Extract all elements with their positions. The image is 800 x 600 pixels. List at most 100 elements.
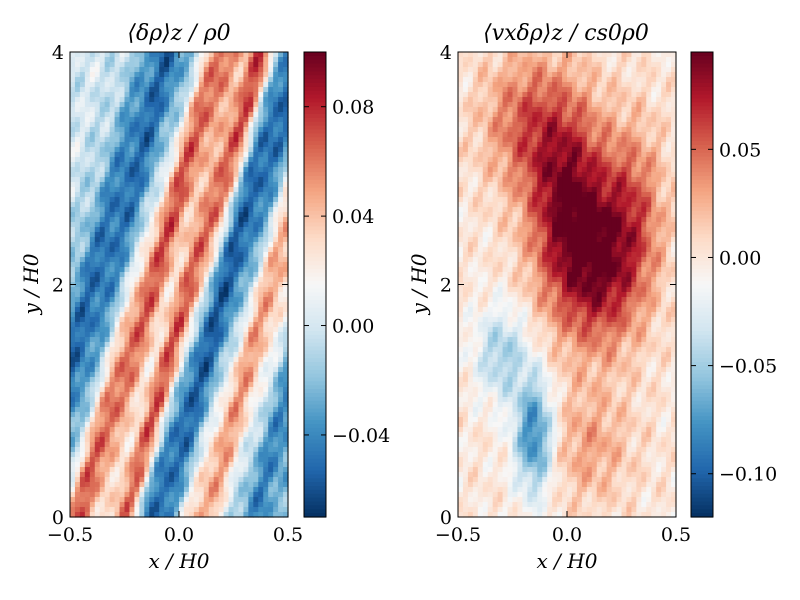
heatmap-cell [666, 102, 672, 108]
heatmap-cell [193, 347, 200, 353]
heatmap-cell [278, 187, 284, 193]
heatmap-cell [70, 472, 76, 478]
heatmap-cell [183, 242, 190, 248]
heatmap-cell [169, 357, 175, 363]
heatmap-cell [198, 317, 205, 323]
heatmap-cell [497, 127, 504, 133]
heatmap-cell [188, 247, 195, 253]
heatmap-cell [129, 132, 135, 138]
heatmap-cell [278, 122, 284, 128]
heatmap-cell [70, 292, 76, 298]
heatmap-cell [278, 227, 284, 233]
heatmap-cell [263, 97, 269, 103]
heatmap-cell [70, 97, 76, 103]
heatmap-cell [283, 112, 289, 118]
heatmap-cell [124, 402, 131, 408]
heatmap-cell [134, 122, 140, 128]
heatmap-cell [273, 447, 279, 453]
heatmap-cell [651, 132, 657, 138]
heatmap-cell [223, 457, 230, 463]
heatmap-cell [174, 52, 180, 58]
heatmap-cell [268, 442, 274, 448]
heatmap-cell [213, 437, 220, 443]
heatmap-cell [223, 297, 230, 303]
heatmap-cell [666, 127, 672, 133]
heatmap-cell [492, 112, 499, 118]
heatmap-cell [253, 262, 259, 268]
heatmap-cell [188, 487, 195, 493]
heatmap-cell [183, 327, 190, 333]
heatmap-cell [94, 412, 101, 418]
heatmap-cell [99, 432, 106, 438]
heatmap-cell [258, 432, 264, 438]
heatmap-cell [109, 477, 116, 483]
heatmap-cell [149, 337, 155, 343]
heatmap-cell [258, 202, 264, 208]
heatmap-cell [188, 507, 195, 513]
heatmap-cell [119, 407, 126, 413]
heatmap-cell [159, 487, 165, 493]
heatmap-cell [139, 297, 145, 303]
heatmap-cell [263, 412, 269, 418]
heatmap-cell [218, 347, 225, 353]
heatmap-cell [233, 142, 240, 148]
heatmap-cell [258, 177, 264, 183]
heatmap-cell [458, 62, 464, 68]
heatmap-cell [218, 222, 225, 228]
heatmap-cell [114, 132, 121, 138]
heatmap-cell [273, 287, 279, 293]
heatmap-cell [576, 127, 583, 133]
heatmap-cell [233, 267, 240, 273]
heatmap-cell [94, 117, 101, 123]
heatmap-cell [537, 132, 543, 138]
heatmap-cell [248, 102, 254, 108]
heatmap-cell [149, 482, 155, 488]
heatmap-cell [70, 67, 76, 73]
heatmap-cell [109, 57, 116, 63]
heatmap-cell [188, 57, 195, 63]
heatmap-cell [94, 167, 101, 173]
heatmap-cell [547, 102, 553, 108]
heatmap-cell [183, 287, 190, 293]
heatmap-cell [263, 362, 269, 368]
heatmap-cell [258, 192, 264, 198]
heatmap-cell [84, 402, 91, 408]
heatmap-cell [238, 387, 244, 393]
heatmap-cell [124, 412, 131, 418]
heatmap-cell [139, 132, 145, 138]
heatmap-cell [243, 232, 249, 238]
heatmap-cell [198, 372, 205, 378]
heatmap-cell [109, 467, 116, 473]
heatmap-cell [89, 392, 96, 398]
heatmap-cell [193, 172, 200, 178]
heatmap-cell [104, 192, 111, 198]
heatmap-cell [183, 502, 190, 508]
heatmap-cell [84, 312, 91, 318]
heatmap-cell [223, 327, 230, 333]
heatmap-cell [477, 57, 484, 63]
heatmap-cell [94, 342, 101, 348]
heatmap-cell [114, 92, 121, 98]
heatmap-cell [601, 102, 608, 108]
heatmap-cell [134, 137, 140, 143]
heatmap-cell [238, 382, 244, 388]
heatmap-cell [134, 272, 140, 278]
heatmap-cell [139, 347, 145, 353]
heatmap-cell [79, 382, 86, 388]
heatmap-cell [248, 152, 254, 158]
heatmap-cell [79, 402, 86, 408]
heatmap-cell [238, 262, 244, 268]
heatmap-cell [114, 62, 121, 68]
heatmap-cell [258, 422, 264, 428]
heatmap-cell [213, 327, 220, 333]
heatmap-cell [144, 257, 150, 263]
heatmap-cell [581, 97, 588, 103]
heatmap-cell [79, 292, 86, 298]
heatmap-cell [283, 367, 289, 373]
heatmap-cell [149, 397, 155, 403]
heatmap-cell [248, 417, 254, 423]
heatmap-cell [268, 307, 274, 313]
heatmap-cell [512, 122, 519, 128]
heatmap-cell [169, 322, 175, 328]
heatmap-cell [144, 272, 150, 278]
